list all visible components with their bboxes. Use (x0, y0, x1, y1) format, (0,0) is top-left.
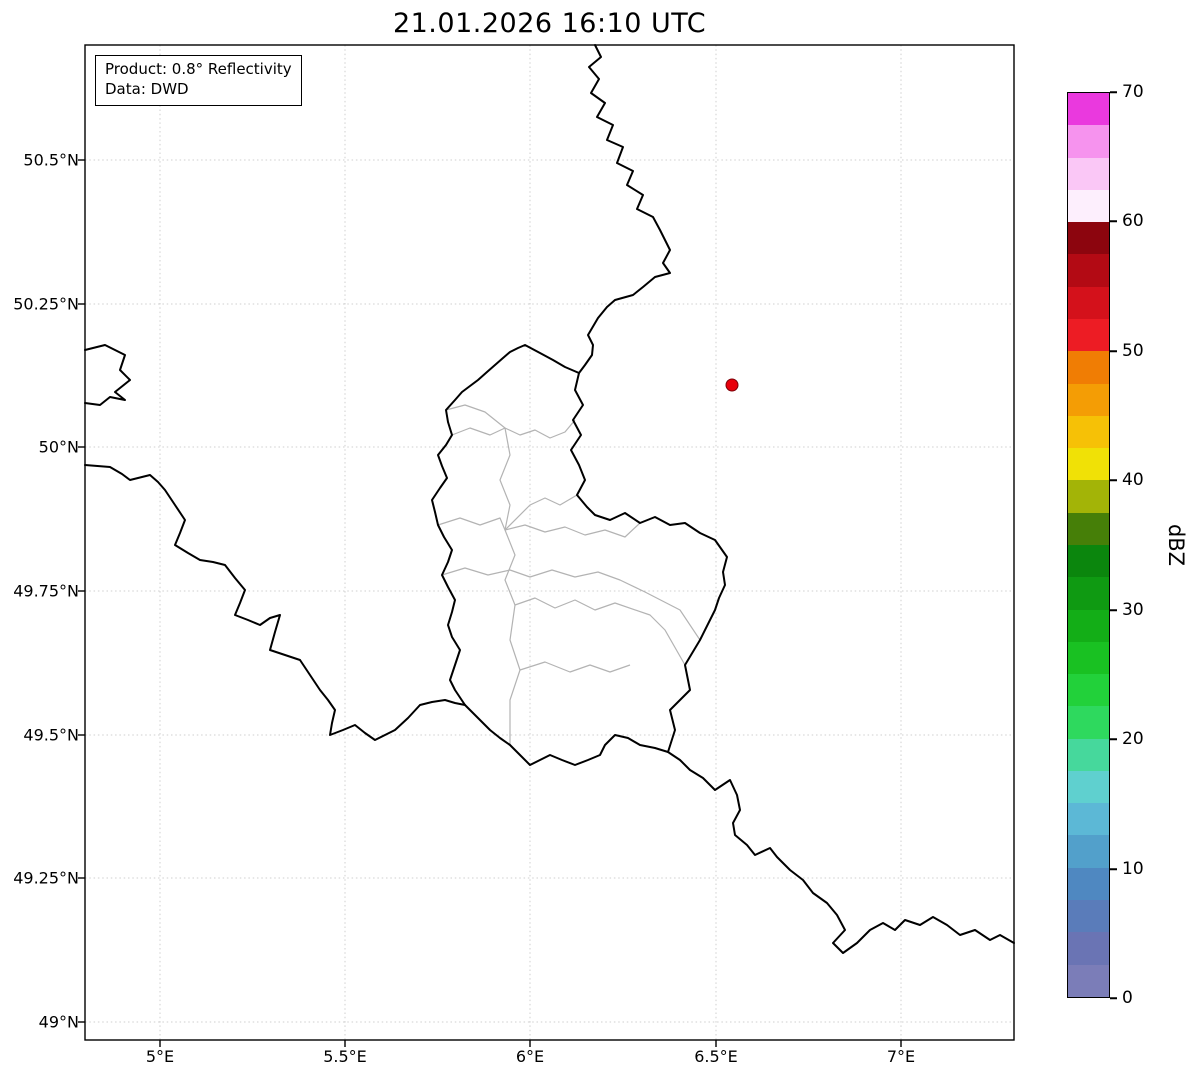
colorbar-segment (1068, 835, 1109, 868)
colorbar-segment (1068, 222, 1109, 255)
colorbar-tick-label: 10 (1122, 859, 1144, 879)
colorbar-segment (1068, 254, 1109, 287)
colorbar-segment (1068, 480, 1109, 513)
colorbar-axis-label: dBZ (1164, 523, 1188, 567)
lat-tick-label: 49.25°N (13, 868, 79, 888)
colorbar-tick (1110, 738, 1117, 740)
lat-tick-label: 50°N (38, 437, 79, 457)
colorbar-segment (1068, 93, 1109, 126)
lat-tick-label: 49.75°N (13, 581, 79, 601)
lat-tick-label: 49.5°N (23, 725, 79, 745)
border-belgium-france (84, 464, 466, 741)
colorbar-tick (1110, 220, 1117, 222)
colorbar-tick (1110, 91, 1117, 93)
graticule-gridlines (85, 45, 1014, 1040)
country-borders (84, 44, 1015, 954)
colorbar-segment (1068, 900, 1109, 933)
colorbar-segment (1068, 932, 1109, 965)
colorbar-tick-label: 30 (1122, 600, 1144, 620)
lat-tick-label: 50.25°N (13, 294, 79, 314)
colorbar-tick-label: 60 (1122, 211, 1144, 231)
colorbar-segment (1068, 189, 1109, 223)
colorbar-segment (1068, 674, 1109, 707)
product-info-box: Product: 0.8° Reflectivity Data: DWD (95, 55, 302, 106)
border-belgium-germany (578, 44, 671, 374)
colorbar-tick-label: 70 (1122, 82, 1144, 102)
colorbar-tick (1110, 868, 1117, 870)
lon-tick-label: 6°E (515, 1047, 545, 1066)
colorbar-segment (1068, 803, 1109, 836)
border-luxembourg (431, 344, 728, 766)
colorbar-tick-label: 0 (1122, 988, 1133, 1008)
colorbar-tick (1110, 997, 1117, 999)
axes-frame (84, 44, 1015, 1041)
plot-title: 21.01.2026 16:10 UTC (392, 8, 707, 39)
colorbar-tick (1110, 609, 1117, 611)
product-info-line2: Data: DWD (105, 80, 189, 99)
lon-tick-label: 5°E (145, 1047, 175, 1066)
colorbar-segment (1068, 415, 1109, 449)
colorbar-segment (1068, 770, 1109, 804)
colorbar-segment (1068, 867, 1109, 901)
radar-site-marker (725, 378, 739, 392)
colorbar-segment (1068, 125, 1109, 158)
colorbar-tick (1110, 479, 1117, 481)
product-info-line1: Product: 0.8° Reflectivity (105, 60, 292, 78)
colorbar-segment (1068, 609, 1109, 642)
colorbar-tick-label: 40 (1122, 470, 1144, 490)
colorbar-segment (1068, 383, 1109, 416)
lon-tick-label: 5.5°E (323, 1047, 367, 1066)
colorbar-segment (1068, 706, 1109, 739)
colorbar-segment (1068, 157, 1109, 190)
colorbar-segment (1068, 577, 1109, 610)
colorbar-tick (1110, 350, 1117, 352)
colorbar-segment (1068, 286, 1109, 319)
axis-tick-marks (78, 159, 902, 1047)
colorbar-segment (1068, 964, 1109, 997)
lat-tick-label: 49°N (38, 1012, 79, 1032)
colorbar-tick-label: 20 (1122, 729, 1144, 749)
colorbar-tick-label: 50 (1122, 341, 1144, 361)
colorbar-segment (1068, 641, 1109, 675)
lat-tick-label: 50.5°N (23, 150, 79, 170)
district-borders (437, 404, 701, 745)
lon-tick-label: 6.5°E (694, 1047, 738, 1066)
colorbar-segment (1068, 448, 1109, 481)
border-france-germany (667, 751, 1015, 954)
lon-tick-label: 7°E (886, 1047, 916, 1066)
colorbar-segment (1068, 318, 1109, 352)
colorbar-segment (1068, 351, 1109, 384)
border-givet-salient (84, 344, 131, 406)
colorbar-segment (1068, 512, 1109, 545)
colorbar-segment (1068, 544, 1109, 578)
colorbar-segment (1068, 738, 1109, 771)
reflectivity-colorbar (1067, 92, 1110, 998)
